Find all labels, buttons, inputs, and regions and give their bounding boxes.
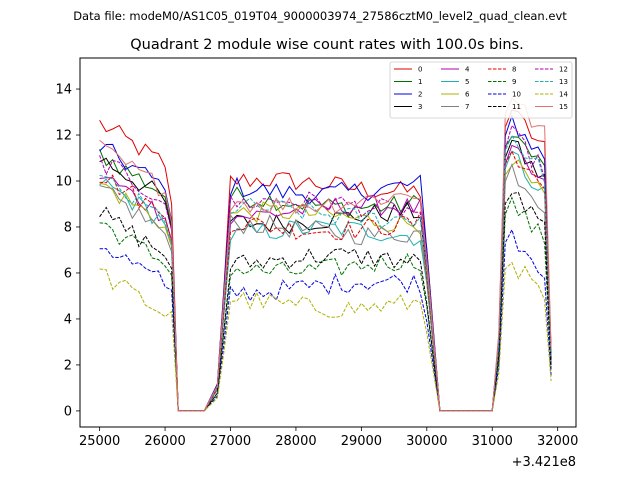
series-layer xyxy=(99,97,552,412)
axes-frame xyxy=(79,57,577,428)
y-tick-label: 14 xyxy=(55,83,72,98)
x-tick-label: 28000 xyxy=(275,434,316,449)
legend-label-8: 8 xyxy=(512,66,516,74)
x-tick-label: 30000 xyxy=(406,434,447,449)
x-tick-label: 27000 xyxy=(210,434,251,449)
legend-label-2: 2 xyxy=(418,91,422,99)
y-tick-label: 8 xyxy=(64,220,72,235)
x-offset-label: +3.421e8 xyxy=(512,455,576,470)
legend-label-4: 4 xyxy=(465,66,470,74)
legend-label-3: 3 xyxy=(418,103,422,111)
y-tick-label: 2 xyxy=(64,358,72,373)
x-tick-label: 31000 xyxy=(472,434,513,449)
legend-label-14: 14 xyxy=(559,91,568,99)
axes-spines xyxy=(79,57,577,428)
series-line-15 xyxy=(99,97,552,412)
legend-label-12: 12 xyxy=(559,66,568,74)
legend-label-1: 1 xyxy=(418,78,422,86)
legend-label-11: 11 xyxy=(512,103,521,111)
tick-layer: 25000 26000 27000 28000 29000 30000 31000 32000… xyxy=(55,83,578,449)
y-tick-label: 6 xyxy=(64,266,72,281)
legend-label-10: 10 xyxy=(512,91,521,99)
legend-label-7: 7 xyxy=(465,103,469,111)
y-tick-label: 0 xyxy=(64,404,72,419)
chart-title: Quadrant 2 module wise count rates with … xyxy=(130,37,524,53)
axes-background xyxy=(80,58,576,427)
legend-label-6: 6 xyxy=(465,91,470,99)
plot-area xyxy=(80,58,576,427)
legend-label-13: 13 xyxy=(559,78,568,86)
legend-box xyxy=(389,61,573,119)
legend-label-9: 9 xyxy=(512,78,516,86)
y-tick-label: 10 xyxy=(55,175,72,190)
x-tick-label: 29000 xyxy=(341,434,382,449)
chart-suptitle: Data file: modeM0/AS1C05_019T04_90000039… xyxy=(73,9,567,23)
y-tick-label: 4 xyxy=(64,312,72,327)
legend-label-15: 15 xyxy=(559,103,568,111)
y-tick-label: 12 xyxy=(55,129,72,144)
x-tick-label: 26000 xyxy=(144,434,185,449)
legend-label-5: 5 xyxy=(465,78,469,86)
series-line-11 xyxy=(99,191,552,412)
x-tick-label: 25000 xyxy=(79,434,120,449)
legend-label-0: 0 xyxy=(418,66,422,74)
x-tick-label: 32000 xyxy=(537,434,578,449)
